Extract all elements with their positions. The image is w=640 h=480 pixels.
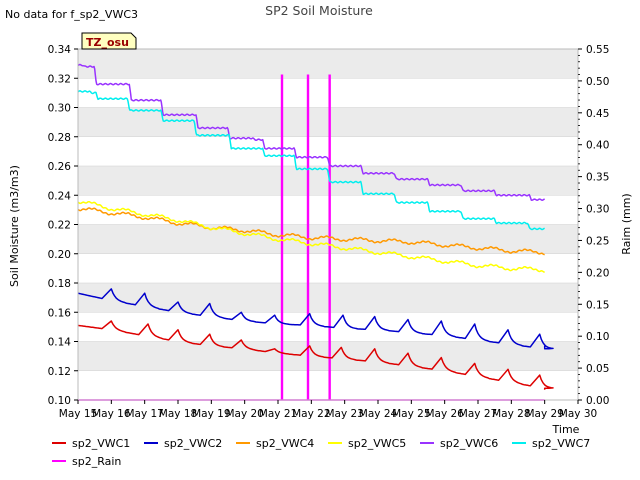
x-tick-label-7: May 22 [292, 408, 330, 420]
band-11 [78, 49, 578, 79]
x-tick-label-9: May 24 [359, 408, 398, 420]
y-tick-label-3: 0.16 [48, 307, 72, 319]
series-lines [77, 63, 554, 390]
y-tick-label-2: 0.14 [48, 337, 72, 349]
x-tick-label-8: May 23 [325, 408, 363, 420]
left-axis: 0.10 0.12 0.14 0.16 0.18 0.20 0.22 0.24 0.26 0.28… [48, 44, 78, 407]
series-line-sp2_VWC7 [77, 90, 545, 231]
y2-tick-label-1: 0.05 [586, 363, 609, 375]
y-tick-label-0: 0.10 [48, 395, 71, 407]
y-tick-label-10: 0.30 [48, 103, 71, 115]
x-axis-label: Time [552, 423, 580, 436]
y2-tick-label-2: 0.10 [586, 331, 609, 343]
series-line-sp2_VWC4 [77, 207, 545, 256]
x-tick-label-4: May 19 [192, 408, 230, 420]
legend-label-sp2_VWC2: sp2_VWC2 [164, 437, 222, 450]
x-tick-label-0: May 15 [59, 408, 97, 420]
y-tick-label-8: 0.26 [48, 161, 72, 173]
y2-axis-label: Raim (mm) [620, 193, 633, 254]
series-line-sp2_VWC6 [77, 63, 545, 201]
y-axis-label: Soil Moisture (m3/m3) [8, 165, 21, 287]
x-tick-label-11: May 26 [425, 408, 464, 420]
x-tick-label-13: May 28 [492, 408, 530, 420]
y-tick-label-6: 0.22 [48, 220, 71, 232]
y2-tick-label-6: 0.30 [586, 204, 609, 216]
y2-tick-label-5: 0.25 [586, 235, 609, 247]
legend-label-sp2_VWC1: sp2_VWC1 [72, 437, 130, 450]
x-tick-label-6: May 21 [259, 408, 297, 420]
x-tick-label-2: May 17 [125, 408, 163, 420]
y-tick-label-5: 0.20 [48, 249, 71, 261]
y2-tick-label-0: 0.00 [586, 395, 609, 407]
band-3 [78, 283, 578, 313]
legend-label-sp2_VWC5: sp2_VWC5 [348, 437, 406, 450]
legend-label-sp2_Rain: sp2_Rain [72, 455, 121, 468]
series-line-sp2_VWC5 [77, 200, 545, 273]
x-tick-label-5: May 20 [225, 408, 263, 420]
y-tick-label-7: 0.24 [48, 190, 72, 202]
y2-tick-label-3: 0.15 [586, 299, 609, 311]
right-axis: 0.00 0.05 0.10 0.15 0.20 0.25 0.30 0.35 0.40 0.45… [578, 44, 609, 407]
y-tick-label-11: 0.32 [48, 73, 71, 85]
series-line-sp2_VWC2 [77, 288, 554, 350]
x-tick-label-12: May 27 [459, 408, 497, 420]
series-line-sp2_VWC1 [77, 320, 554, 390]
y-tick-label-9: 0.28 [48, 132, 71, 144]
band-1 [78, 341, 578, 371]
legend-label-sp2_VWC4: sp2_VWC4 [256, 437, 314, 450]
y-tick-label-4: 0.18 [48, 278, 71, 290]
legend-label-sp2_VWC7: sp2_VWC7 [532, 437, 590, 450]
y-tick-label-12: 0.34 [48, 44, 72, 56]
chart-title: SP2 Soil Moisture [265, 3, 373, 18]
x-tick-label-15: May 30 [559, 408, 597, 420]
band-5 [78, 224, 578, 254]
y2-tick-label-8: 0.40 [586, 140, 609, 152]
x-tick-label-10: May 25 [392, 408, 430, 420]
x-tick-label-3: May 18 [159, 408, 197, 420]
x-tick-label-1: May 16 [92, 408, 131, 420]
legend: sp2_VWC1 sp2_VWC2 sp2_VWC4 sp2_VWC5 sp2_VWC6… [52, 437, 590, 468]
y2-tick-label-7: 0.35 [586, 172, 609, 184]
y2-tick-label-4: 0.20 [586, 267, 609, 279]
station-badge: TZ_osu [81, 32, 137, 50]
band-9 [78, 107, 578, 137]
y2-tick-label-11: 0.55 [586, 44, 609, 56]
y2-tick-label-10: 0.50 [586, 76, 609, 88]
x-tick-label-14: May 29 [525, 408, 563, 420]
station-badge-label: TZ_osu [86, 36, 129, 49]
y-tick-label-1: 0.12 [48, 366, 71, 378]
y2-tick-label-9: 0.45 [586, 108, 609, 120]
legend-label-sp2_VWC6: sp2_VWC6 [440, 437, 498, 450]
no-data-note: No data for f_sp2_VWC3 [5, 8, 138, 21]
